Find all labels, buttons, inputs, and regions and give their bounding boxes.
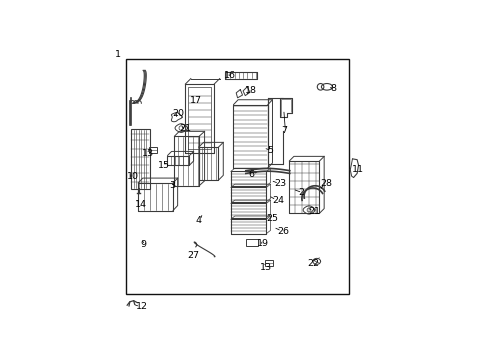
Text: 18: 18	[245, 86, 257, 95]
Text: 19: 19	[257, 239, 269, 248]
Text: 25: 25	[266, 214, 278, 223]
Text: 9: 9	[140, 240, 147, 250]
Text: 21: 21	[308, 207, 320, 216]
Text: 20: 20	[172, 109, 184, 118]
Text: 2: 2	[298, 188, 303, 197]
Text: 17: 17	[189, 96, 201, 105]
Text: 14: 14	[134, 200, 146, 209]
Text: 10: 10	[126, 172, 138, 181]
Text: 15: 15	[158, 161, 170, 171]
Bar	[265, 260, 272, 266]
Text: 13: 13	[259, 263, 272, 272]
Text: 23: 23	[274, 179, 286, 188]
Text: 24: 24	[272, 196, 283, 205]
Text: 26: 26	[277, 227, 289, 236]
Text: 16: 16	[224, 70, 236, 80]
Text: 12: 12	[136, 302, 148, 311]
Bar	[245, 239, 257, 246]
Text: 28: 28	[319, 179, 332, 188]
Text: 11: 11	[351, 165, 363, 174]
Bar	[149, 147, 156, 154]
Bar	[131, 130, 149, 188]
Text: 27: 27	[187, 251, 199, 260]
Text: 1: 1	[115, 50, 121, 59]
Text: 5: 5	[267, 146, 272, 155]
Bar	[126, 59, 348, 295]
Text: 13: 13	[142, 149, 154, 159]
Text: 4: 4	[196, 216, 201, 225]
Text: 8: 8	[329, 84, 335, 93]
Text: 7: 7	[280, 126, 287, 135]
Text: 6: 6	[248, 170, 254, 179]
Text: 22: 22	[306, 259, 318, 268]
Text: 3: 3	[168, 181, 175, 190]
Text: 21: 21	[179, 124, 191, 133]
